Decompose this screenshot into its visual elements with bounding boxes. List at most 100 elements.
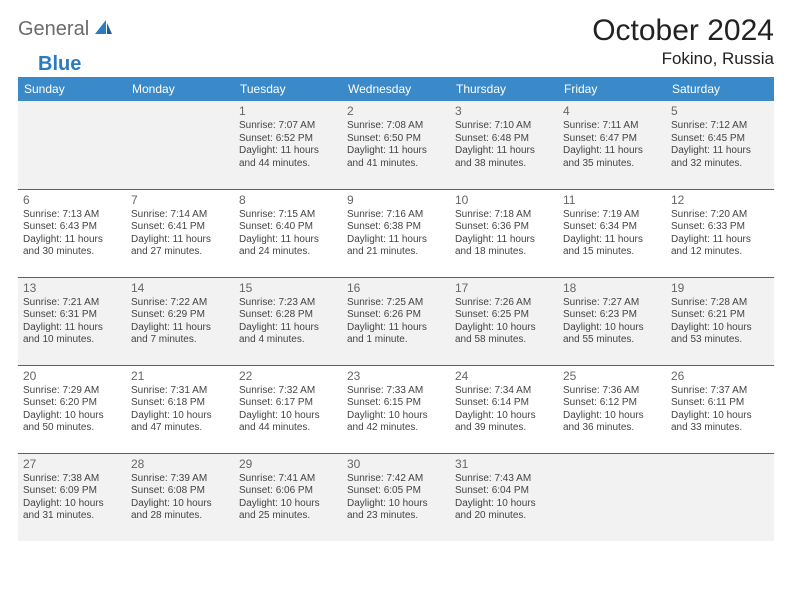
logo: General bbox=[18, 14, 115, 41]
daylight-text: Daylight: 10 hours and 23 minutes. bbox=[347, 498, 445, 523]
sail-icon bbox=[93, 18, 113, 41]
sunset-text: Sunset: 6:40 PM bbox=[239, 221, 337, 234]
day-number: 14 bbox=[131, 281, 229, 296]
sunset-text: Sunset: 6:29 PM bbox=[131, 309, 229, 322]
day-number: 28 bbox=[131, 457, 229, 472]
daylight-text: Daylight: 10 hours and 47 minutes. bbox=[131, 410, 229, 435]
calendar-cell: 26Sunrise: 7:37 AMSunset: 6:11 PMDayligh… bbox=[666, 365, 774, 453]
day-number: 8 bbox=[239, 193, 337, 208]
day-number: 13 bbox=[23, 281, 121, 296]
sunrise-text: Sunrise: 7:14 AM bbox=[131, 209, 229, 222]
calendar-cell: 18Sunrise: 7:27 AMSunset: 6:23 PMDayligh… bbox=[558, 277, 666, 365]
title-block: October 2024 Fokino, Russia bbox=[592, 14, 774, 69]
daylight-text: Daylight: 11 hours and 21 minutes. bbox=[347, 234, 445, 259]
day-number: 30 bbox=[347, 457, 445, 472]
sunrise-text: Sunrise: 7:10 AM bbox=[455, 120, 553, 133]
sunset-text: Sunset: 6:11 PM bbox=[671, 397, 769, 410]
calendar-cell: 2Sunrise: 7:08 AMSunset: 6:50 PMDaylight… bbox=[342, 101, 450, 189]
sunrise-text: Sunrise: 7:22 AM bbox=[131, 297, 229, 310]
day-number: 15 bbox=[239, 281, 337, 296]
sunset-text: Sunset: 6:50 PM bbox=[347, 133, 445, 146]
calendar-cell: 4Sunrise: 7:11 AMSunset: 6:47 PMDaylight… bbox=[558, 101, 666, 189]
sunrise-text: Sunrise: 7:27 AM bbox=[563, 297, 661, 310]
weekday-header: Thursday bbox=[450, 77, 558, 101]
daylight-text: Daylight: 10 hours and 55 minutes. bbox=[563, 322, 661, 347]
sunset-text: Sunset: 6:17 PM bbox=[239, 397, 337, 410]
weekday-header: Sunday bbox=[18, 77, 126, 101]
weekday-header-row: Sunday Monday Tuesday Wednesday Thursday… bbox=[18, 77, 774, 101]
sunset-text: Sunset: 6:05 PM bbox=[347, 485, 445, 498]
weekday-header: Wednesday bbox=[342, 77, 450, 101]
calendar-cell: 19Sunrise: 7:28 AMSunset: 6:21 PMDayligh… bbox=[666, 277, 774, 365]
daylight-text: Daylight: 10 hours and 42 minutes. bbox=[347, 410, 445, 435]
sunrise-text: Sunrise: 7:41 AM bbox=[239, 473, 337, 486]
day-number: 3 bbox=[455, 104, 553, 119]
sunrise-text: Sunrise: 7:39 AM bbox=[131, 473, 229, 486]
daylight-text: Daylight: 11 hours and 41 minutes. bbox=[347, 145, 445, 170]
sunrise-text: Sunrise: 7:11 AM bbox=[563, 120, 661, 133]
sunrise-text: Sunrise: 7:19 AM bbox=[563, 209, 661, 222]
daylight-text: Daylight: 11 hours and 10 minutes. bbox=[23, 322, 121, 347]
sunset-text: Sunset: 6:31 PM bbox=[23, 309, 121, 322]
sunset-text: Sunset: 6:43 PM bbox=[23, 221, 121, 234]
sunrise-text: Sunrise: 7:37 AM bbox=[671, 385, 769, 398]
sunset-text: Sunset: 6:47 PM bbox=[563, 133, 661, 146]
daylight-text: Daylight: 11 hours and 35 minutes. bbox=[563, 145, 661, 170]
sunrise-text: Sunrise: 7:38 AM bbox=[23, 473, 121, 486]
calendar-cell: 5Sunrise: 7:12 AMSunset: 6:45 PMDaylight… bbox=[666, 101, 774, 189]
day-number: 6 bbox=[23, 193, 121, 208]
sunrise-text: Sunrise: 7:20 AM bbox=[671, 209, 769, 222]
daylight-text: Daylight: 10 hours and 28 minutes. bbox=[131, 498, 229, 523]
sunset-text: Sunset: 6:09 PM bbox=[23, 485, 121, 498]
daylight-text: Daylight: 11 hours and 24 minutes. bbox=[239, 234, 337, 259]
sunrise-text: Sunrise: 7:13 AM bbox=[23, 209, 121, 222]
calendar-cell: 24Sunrise: 7:34 AMSunset: 6:14 PMDayligh… bbox=[450, 365, 558, 453]
daylight-text: Daylight: 10 hours and 20 minutes. bbox=[455, 498, 553, 523]
calendar-cell: 8Sunrise: 7:15 AMSunset: 6:40 PMDaylight… bbox=[234, 189, 342, 277]
location-label: Fokino, Russia bbox=[592, 49, 774, 69]
sunrise-text: Sunrise: 7:18 AM bbox=[455, 209, 553, 222]
calendar-table: Sunday Monday Tuesday Wednesday Thursday… bbox=[18, 77, 774, 541]
sunset-text: Sunset: 6:20 PM bbox=[23, 397, 121, 410]
daylight-text: Daylight: 11 hours and 18 minutes. bbox=[455, 234, 553, 259]
day-number: 18 bbox=[563, 281, 661, 296]
calendar-cell bbox=[18, 101, 126, 189]
day-number: 24 bbox=[455, 369, 553, 384]
daylight-text: Daylight: 10 hours and 53 minutes. bbox=[671, 322, 769, 347]
sunrise-text: Sunrise: 7:34 AM bbox=[455, 385, 553, 398]
daylight-text: Daylight: 10 hours and 58 minutes. bbox=[455, 322, 553, 347]
calendar-cell bbox=[558, 453, 666, 541]
calendar-cell: 20Sunrise: 7:29 AMSunset: 6:20 PMDayligh… bbox=[18, 365, 126, 453]
day-number: 27 bbox=[23, 457, 121, 472]
weekday-header: Monday bbox=[126, 77, 234, 101]
weekday-header: Friday bbox=[558, 77, 666, 101]
sunrise-text: Sunrise: 7:32 AM bbox=[239, 385, 337, 398]
daylight-text: Daylight: 11 hours and 15 minutes. bbox=[563, 234, 661, 259]
sunset-text: Sunset: 6:38 PM bbox=[347, 221, 445, 234]
sunset-text: Sunset: 6:41 PM bbox=[131, 221, 229, 234]
daylight-text: Daylight: 10 hours and 36 minutes. bbox=[563, 410, 661, 435]
sunrise-text: Sunrise: 7:43 AM bbox=[455, 473, 553, 486]
day-number: 11 bbox=[563, 193, 661, 208]
calendar-cell: 21Sunrise: 7:31 AMSunset: 6:18 PMDayligh… bbox=[126, 365, 234, 453]
daylight-text: Daylight: 10 hours and 25 minutes. bbox=[239, 498, 337, 523]
sunrise-text: Sunrise: 7:16 AM bbox=[347, 209, 445, 222]
sunrise-text: Sunrise: 7:25 AM bbox=[347, 297, 445, 310]
logo-text-general: General bbox=[18, 18, 89, 41]
daylight-text: Daylight: 10 hours and 33 minutes. bbox=[671, 410, 769, 435]
calendar-cell: 14Sunrise: 7:22 AMSunset: 6:29 PMDayligh… bbox=[126, 277, 234, 365]
sunrise-text: Sunrise: 7:42 AM bbox=[347, 473, 445, 486]
calendar-cell: 27Sunrise: 7:38 AMSunset: 6:09 PMDayligh… bbox=[18, 453, 126, 541]
calendar-cell: 12Sunrise: 7:20 AMSunset: 6:33 PMDayligh… bbox=[666, 189, 774, 277]
daylight-text: Daylight: 11 hours and 7 minutes. bbox=[131, 322, 229, 347]
sunset-text: Sunset: 6:34 PM bbox=[563, 221, 661, 234]
daylight-text: Daylight: 10 hours and 31 minutes. bbox=[23, 498, 121, 523]
calendar-cell: 23Sunrise: 7:33 AMSunset: 6:15 PMDayligh… bbox=[342, 365, 450, 453]
sunrise-text: Sunrise: 7:33 AM bbox=[347, 385, 445, 398]
sunrise-text: Sunrise: 7:21 AM bbox=[23, 297, 121, 310]
sunrise-text: Sunrise: 7:23 AM bbox=[239, 297, 337, 310]
calendar-cell: 7Sunrise: 7:14 AMSunset: 6:41 PMDaylight… bbox=[126, 189, 234, 277]
calendar-cell: 16Sunrise: 7:25 AMSunset: 6:26 PMDayligh… bbox=[342, 277, 450, 365]
sunset-text: Sunset: 6:23 PM bbox=[563, 309, 661, 322]
day-number: 5 bbox=[671, 104, 769, 119]
